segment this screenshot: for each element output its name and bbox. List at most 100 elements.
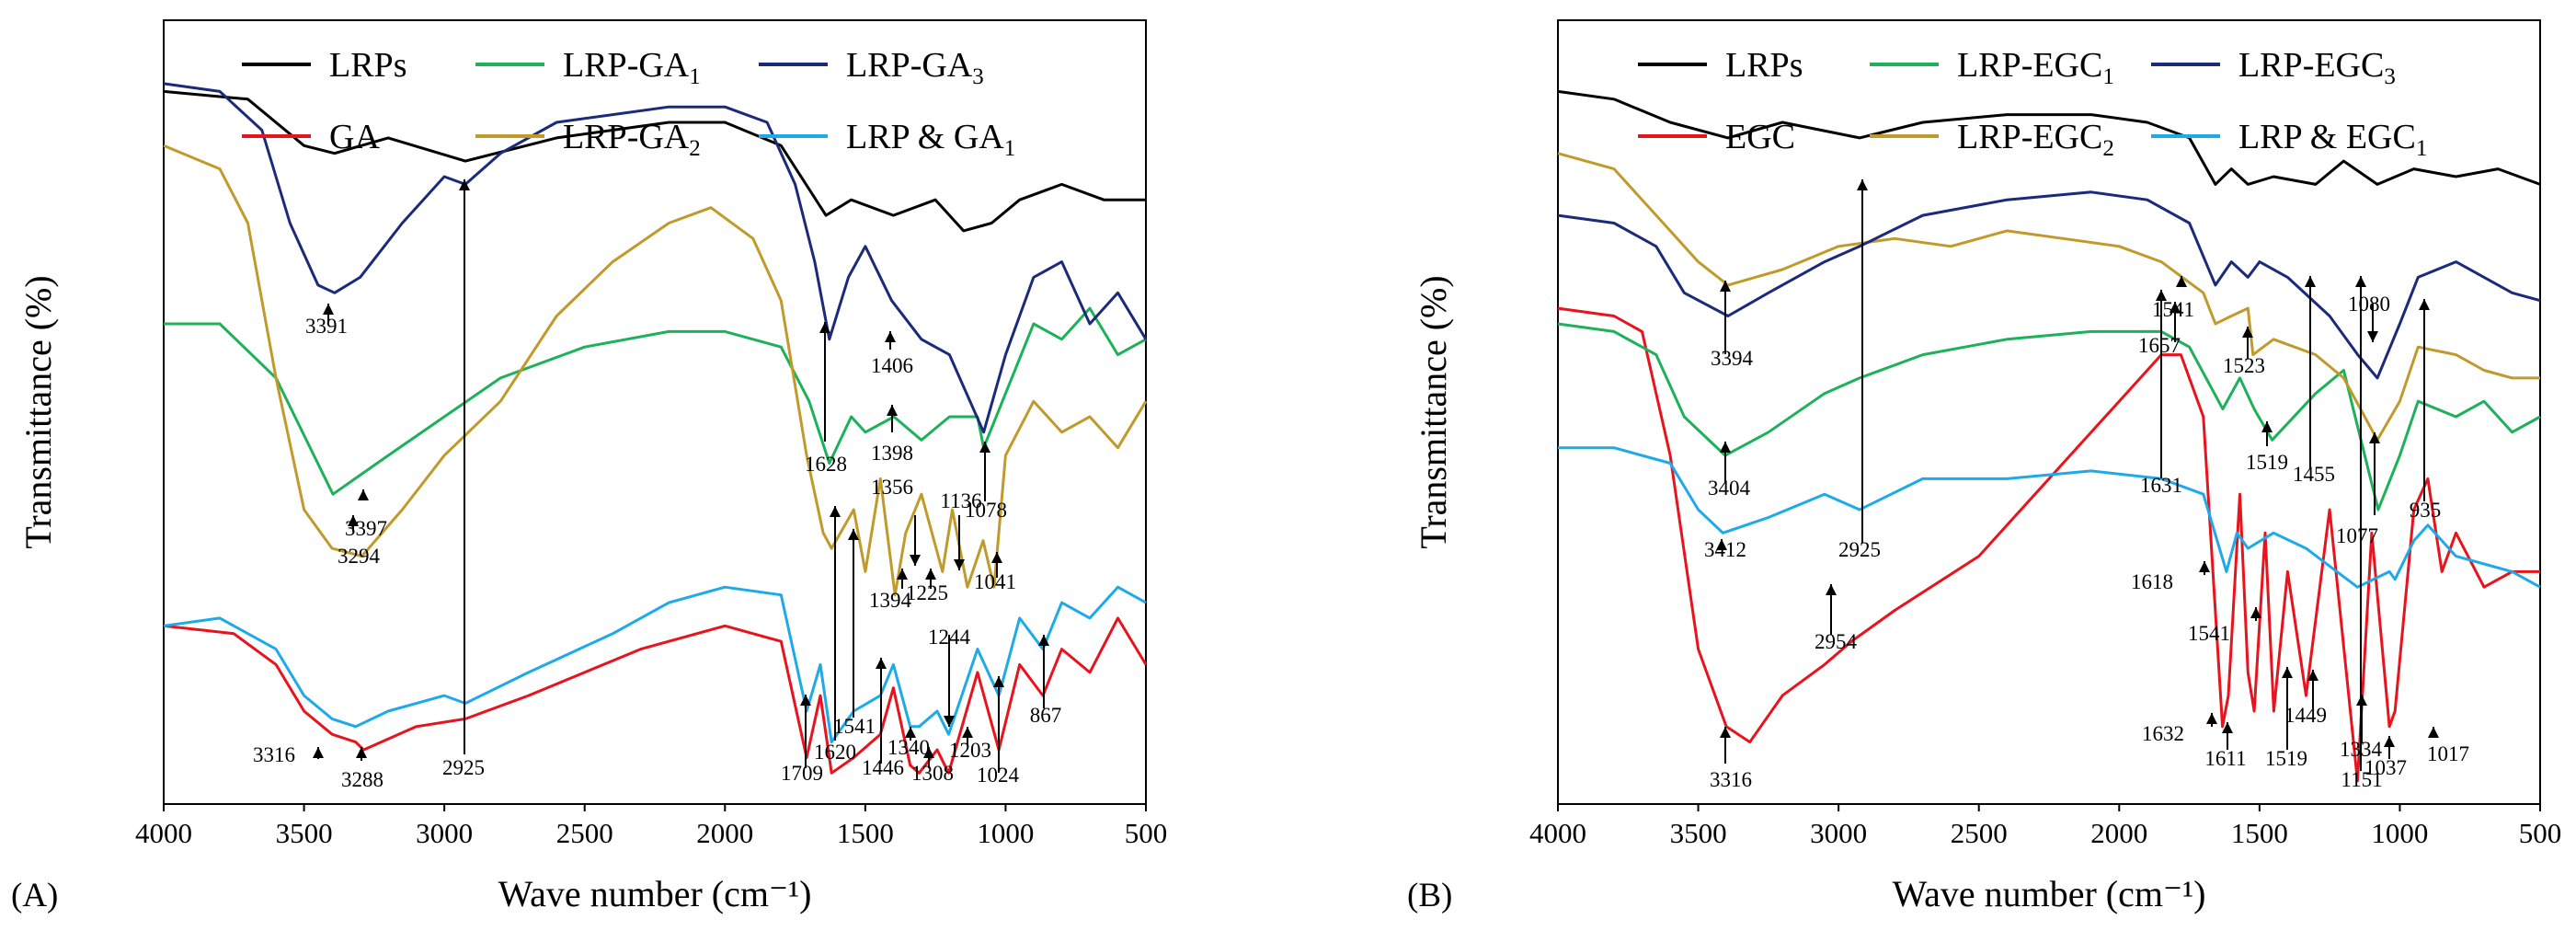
annotation-arrowhead — [2250, 607, 2261, 618]
annotation-arrowhead — [358, 489, 369, 500]
peak-annotation: 1406 — [871, 354, 913, 377]
legend-entry: EGC — [1725, 118, 1795, 156]
annotation-arrowhead — [2428, 727, 2439, 738]
annotation-arrowhead — [819, 322, 830, 333]
panel-b-x-label: Wave number (cm⁻¹) — [1893, 873, 2206, 914]
panel-a-series — [163, 82, 1148, 775]
x-tick-label: 1500 — [837, 817, 894, 849]
panel-b-annotations: 3394 3404 3412 3316 2925 2954 1657 1541 1523 1080… — [1704, 179, 2469, 791]
peak-annotation: 1620 — [814, 741, 856, 764]
annotation-arrowhead — [2367, 331, 2378, 342]
legend-entry: LRP-GA2 — [563, 118, 701, 161]
peak-annotation: 1611 — [2204, 747, 2246, 770]
annotation-arrowhead — [348, 515, 359, 526]
annotation-arrowhead — [2222, 722, 2233, 733]
peak-annotation: 3391 — [305, 315, 348, 338]
panel-a-x-label: Wave number (cm⁻¹) — [498, 873, 812, 914]
annotation-arrowhead — [993, 676, 1004, 687]
panel-a-frame — [163, 19, 1147, 805]
peak-annotation: 3404 — [1708, 477, 1751, 500]
x-tick-label: 3000 — [416, 817, 473, 849]
legend-subscript: 1 — [2102, 64, 2114, 89]
annotation-arrowhead — [905, 727, 916, 738]
legend-subscript: 3 — [2384, 64, 2396, 89]
x-tick-label: 2000 — [2090, 817, 2147, 849]
annotation-arrowhead — [2307, 670, 2318, 681]
annotation-arrowhead — [848, 529, 859, 540]
peak-annotation: 1455 — [2293, 463, 2335, 486]
annotation-arrowhead — [2242, 327, 2253, 338]
peak-annotation: 3288 — [341, 768, 384, 791]
peak-annotation: 1523 — [2223, 354, 2265, 377]
peak-annotation: 1037 — [2364, 756, 2407, 779]
x-tick-label: 500 — [1125, 817, 1168, 849]
peak-annotation: 1041 — [974, 570, 1016, 593]
legend-entry: LRP & GA1 — [846, 118, 1015, 161]
annotation-arrowhead — [356, 747, 367, 758]
peak-annotation: 1398 — [871, 442, 913, 465]
annotation-arrowhead — [1857, 179, 1868, 190]
annotation-arrowhead — [1720, 727, 1731, 738]
annotation-arrowhead — [925, 569, 936, 580]
annotation-arrowhead — [962, 727, 973, 738]
x-tick-label: 2500 — [1951, 817, 2008, 849]
peak-annotation: 1657 — [2138, 334, 2181, 357]
annotation-arrowhead — [2176, 276, 2187, 287]
annotation-arrowhead — [459, 179, 470, 190]
series-line-lrp-egc3 — [1557, 190, 2541, 380]
legend-entry: LRP-EGC1 — [1957, 46, 2114, 89]
peak-annotation: 1078 — [965, 499, 1007, 522]
panel-a-x-axis: 4000 3500 3000 2500 2000 1500 1000 500 — [135, 804, 1167, 849]
peak-annotation: 2925 — [1838, 538, 1881, 561]
peak-annotation: 3394 — [1711, 347, 1754, 370]
x-tick-label: 4000 — [1529, 817, 1586, 849]
peak-annotation: 1136 — [940, 489, 981, 512]
peak-annotation: 1151 — [2341, 768, 2382, 791]
annotation-arrowhead — [830, 506, 841, 517]
annotation-arrowhead — [2261, 421, 2273, 432]
panel-b-label: (B) — [1407, 877, 1452, 914]
annotation-arrowhead — [954, 559, 965, 570]
annotation-arrowhead — [979, 442, 990, 453]
annotation-arrowhead — [897, 569, 908, 580]
panel-a-legend: LRPs GA LRP-GA1 LRP-GA2 LRP-GA3 LRP & GA1 — [242, 46, 1015, 161]
peak-annotation: 1446 — [862, 756, 904, 779]
peak-annotation: 1017 — [2427, 742, 2469, 765]
series-line-lrps — [1557, 89, 2541, 186]
series-line-lrps — [163, 89, 1146, 233]
panel-b-frame — [1557, 19, 2541, 805]
series-line-ga — [163, 616, 1148, 775]
annotation-arrowhead — [1826, 584, 1837, 595]
peak-annotation: 1628 — [805, 453, 847, 476]
annotation-arrowhead — [887, 405, 898, 416]
annotation-arrowhead — [944, 716, 955, 727]
annotation-arrowhead — [2355, 276, 2366, 287]
peak-annotation: 3316 — [253, 743, 295, 766]
panel-a-annotations: 3391339732943316328829251628140613981078… — [253, 179, 1061, 791]
peak-annotation: 1541 — [2152, 298, 2194, 321]
panel-b: 4000 3500 3000 2500 2000 1500 1000 500 3394 3404… — [1407, 19, 2561, 914]
peak-annotation: 3294 — [338, 545, 381, 568]
x-tick-label: 2000 — [696, 817, 753, 849]
annotation-arrowhead — [2170, 302, 2181, 313]
series-line-lrp-egc1 — [1557, 322, 2541, 511]
annotation-arrowhead — [2282, 667, 2293, 678]
legend-subscript: 1 — [1004, 136, 1016, 161]
x-tick-label: 1500 — [2231, 817, 2288, 849]
peak-annotation: 1077 — [2336, 524, 2378, 547]
panel-b-y-label: Transmittance (%) — [1413, 275, 1454, 548]
series-line-lrp-ga1 — [163, 585, 1147, 744]
annotation-arrowhead — [2369, 432, 2380, 443]
x-tick-label: 3500 — [1670, 817, 1727, 849]
peak-annotation: 1632 — [2142, 722, 2184, 745]
series-line-egc — [1557, 306, 2540, 783]
legend-entry: LRP-GA1 — [563, 46, 701, 89]
panel-b-legend: LRPs EGC LRP-EGC1 LRP-EGC2 LRP-EGC3 LRP & EGC… — [1638, 46, 2427, 161]
annotation-arrowhead — [313, 747, 324, 758]
peak-annotation: 1449 — [2284, 704, 2327, 727]
peak-annotation: 1618 — [2131, 570, 2173, 593]
legend-entry: LRP-GA3 — [846, 46, 984, 89]
legend-entry: LRP & EGC1 — [2238, 118, 2427, 161]
annotation-arrowhead — [2206, 713, 2217, 724]
panel-a-label: (A) — [11, 877, 58, 914]
